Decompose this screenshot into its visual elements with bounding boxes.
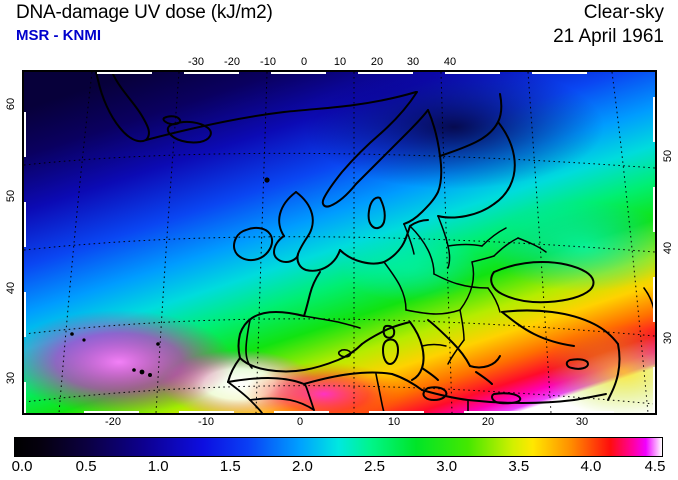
x-tick-top-10: 10 xyxy=(333,56,347,68)
x-tick-bottom--20: -20 xyxy=(105,416,121,428)
map-canvas xyxy=(24,72,655,413)
x-tick-top-20: 20 xyxy=(370,56,384,68)
colorbar-tick-1.5: 1.5 xyxy=(219,458,241,475)
sky-condition-label: Clear-sky xyxy=(583,2,664,23)
x-tick-top--10: -10 xyxy=(260,56,276,68)
y-tick-left-40: 40 xyxy=(5,281,17,295)
colorbar-tick-4.0: 4.0 xyxy=(580,458,602,475)
x-tick-top-30: 30 xyxy=(406,56,420,68)
x-tick-top--30: -30 xyxy=(188,56,204,68)
colorbar-gradient xyxy=(15,438,662,456)
x-tick-top--20: -20 xyxy=(224,56,240,68)
map-raster-and-overlays xyxy=(24,72,655,413)
colorbar-tick-2.5: 2.5 xyxy=(364,458,385,475)
x-tick-bottom-0: 0 xyxy=(296,416,304,428)
page-title: DNA-damage UV dose (kJ/m2) xyxy=(16,2,273,23)
colorbar-tick-3.5: 3.5 xyxy=(508,458,530,475)
coastlines-and-borders xyxy=(70,72,655,413)
colorbar-tick-0.0: 0.0 xyxy=(11,458,33,475)
x-tick-bottom-10: 10 xyxy=(387,416,401,428)
y-tick-left-30: 30 xyxy=(5,371,17,385)
map-plot-area xyxy=(22,70,657,415)
y-tick-right-40: 40 xyxy=(662,241,674,255)
colorbar xyxy=(14,437,663,457)
x-tick-top-40: 40 xyxy=(443,56,457,68)
x-tick-top-0: 0 xyxy=(300,56,308,68)
graticule xyxy=(24,72,655,413)
colorbar-tick-2.0: 2.0 xyxy=(292,458,313,475)
y-tick-right-30: 30 xyxy=(662,331,674,345)
y-tick-left-60: 60 xyxy=(5,97,17,111)
y-tick-left-50: 50 xyxy=(5,189,17,203)
x-tick-bottom--10: -10 xyxy=(198,416,214,428)
figure-source-label: MSR - KNMI xyxy=(16,27,101,44)
colorbar-tick-1.0: 1.0 xyxy=(147,458,169,475)
y-tick-right-50: 50 xyxy=(662,149,674,163)
x-tick-bottom-30: 30 xyxy=(575,416,589,428)
colorbar-tick-labels: 0.0 0.5 1.0 1.5 2.0 2.5 3.0 3.5 4.0 4.5 xyxy=(0,458,678,478)
x-tick-bottom-20: 20 xyxy=(481,416,495,428)
date-label: 21 April 1961 xyxy=(553,26,664,47)
colorbar-tick-3.0: 3.0 xyxy=(436,458,458,475)
figure-header: DNA-damage UV dose (kJ/m2) MSR - KNMI Cl… xyxy=(0,0,678,54)
colorbar-tick-4.5: 4.5 xyxy=(644,458,666,475)
colorbar-tick-0.5: 0.5 xyxy=(75,458,97,475)
